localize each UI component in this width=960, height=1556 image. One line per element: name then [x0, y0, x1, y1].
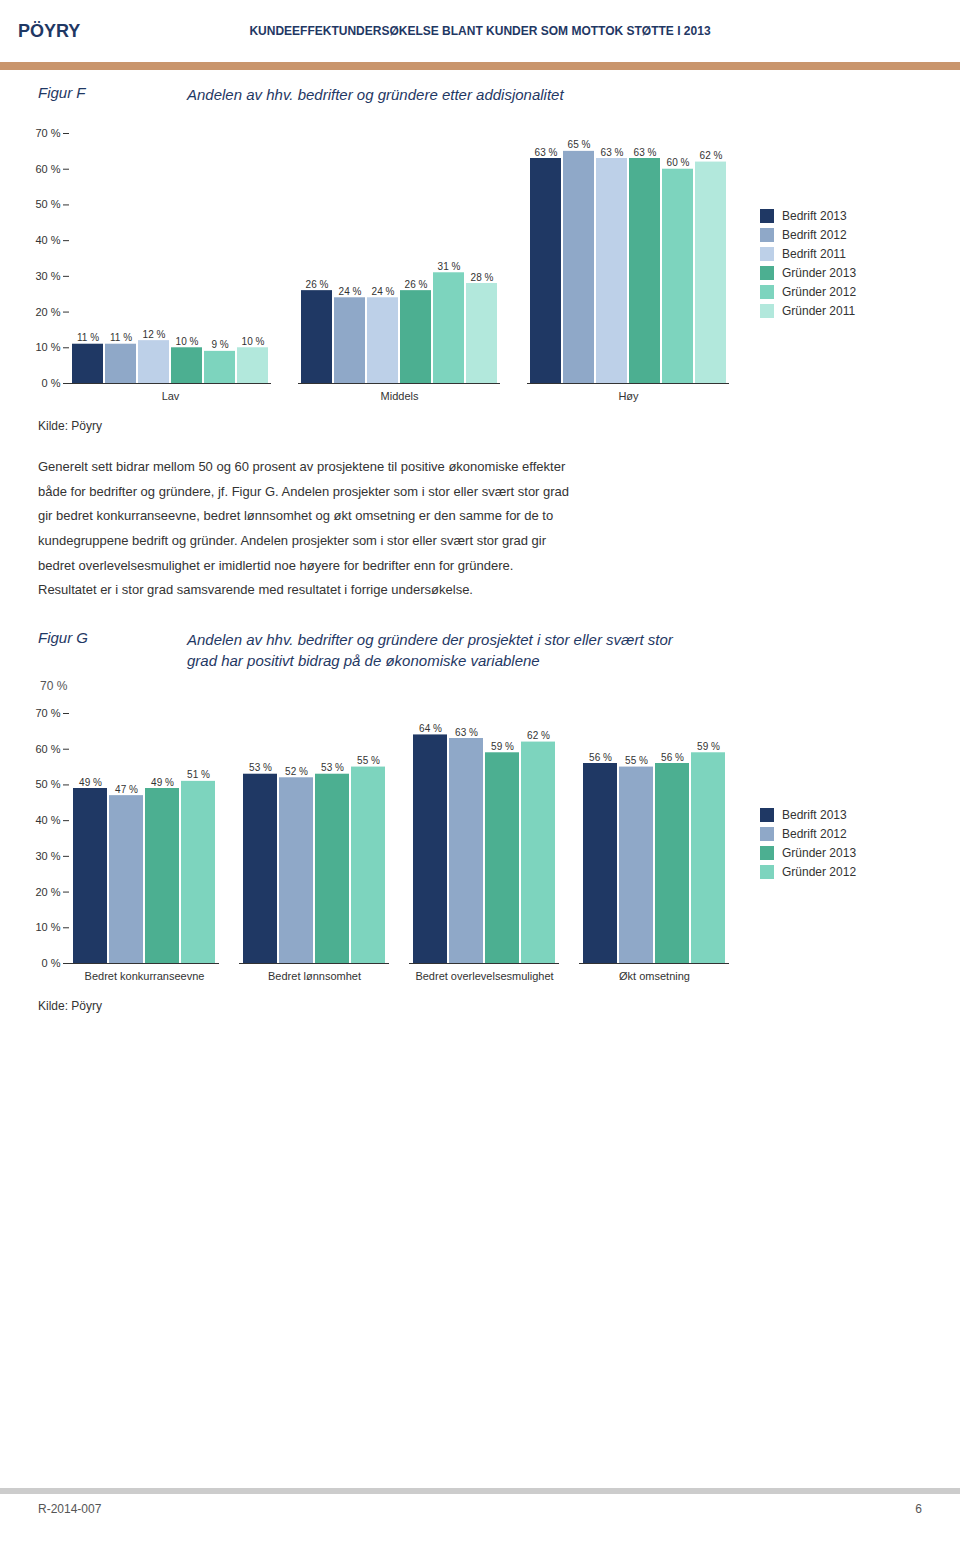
- html-text:Bedrift 2012: Bedrift 2012: [782, 227, 847, 242]
- html-text:Gründer 2012: Gründer 2012: [782, 284, 857, 299]
- svg-text:56 %: 56 %: [661, 752, 684, 763]
- html-text:Gründer 2013: Gründer 2013: [782, 845, 857, 860]
- svg-text:0 %: 0 %: [42, 377, 61, 389]
- html-text:6: 6: [915, 1502, 922, 1516]
- html-text:både for bedrifter og gründere: både for bedrifter og gründere, jf. Figu…: [38, 483, 570, 499]
- svg-text:11 %: 11 %: [110, 332, 132, 343]
- html-text:gir bedret konkurranseevne, be: gir bedret konkurranseevne, bedret lønns…: [38, 508, 554, 524]
- html-text:Andelen av hhv. bedrifter og g: Andelen av hhv. bedrifter og gründere de…: [187, 631, 673, 649]
- svg-text:52 %: 52 %: [285, 766, 308, 777]
- svg-text:10 %: 10 %: [176, 336, 199, 347]
- svg-text:47 %: 47 %: [115, 784, 138, 795]
- html-text:Gründer 2013: Gründer 2013: [782, 265, 857, 280]
- svg-text:10 %: 10 %: [35, 921, 60, 933]
- svg-text:24 %: 24 %: [339, 286, 362, 297]
- svg-text:26 %: 26 %: [306, 279, 329, 290]
- html-text:Gründer 2011: Gründer 2011: [782, 303, 856, 318]
- svg-text:60 %: 60 %: [667, 157, 690, 168]
- html-text:Generelt sett bidrar mellom 50: Generelt sett bidrar mellom 50 og 60 pro…: [38, 459, 566, 474]
- svg-text:12 %: 12 %: [143, 329, 166, 340]
- svg-text:9 %: 9 %: [211, 339, 228, 350]
- html-text:Bedrift 2013: Bedrift 2013: [782, 208, 847, 223]
- html-text:Figur G: Figur G: [38, 629, 88, 647]
- html-text:bedret overlevelsesmulighet er: bedret overlevelsesmulighet er imidlerti…: [38, 557, 514, 573]
- svg-text:65 %: 65 %: [568, 139, 591, 150]
- svg-text:70 %: 70 %: [35, 707, 60, 719]
- html-text:PÖYRY: PÖYRY: [18, 20, 81, 41]
- svg-text:30 %: 30 %: [35, 270, 60, 282]
- html-text:70 %: 70 %: [40, 679, 68, 694]
- html-text:KUNDEEFFEKTUNDERSØKELSE BLANT: KUNDEEFFEKTUNDERSØKELSE BLANT KUNDER SOM…: [249, 24, 711, 38]
- html-text:Andelen av hhv. bedrifter og g: Andelen av hhv. bedrifter og gründere et…: [187, 86, 564, 103]
- html-text:Bedrift 2013: Bedrift 2013: [782, 807, 847, 822]
- svg-text:Bedret konkurranseevne: Bedret konkurranseevne: [85, 970, 205, 982]
- svg-text:50 %: 50 %: [35, 198, 60, 210]
- svg-text:31 %: 31 %: [438, 261, 461, 272]
- html-text:Bedrift 2011: Bedrift 2011: [782, 246, 846, 261]
- html-text:grad har positivt bidrag på de: grad har positivt bidrag på de økonomisk…: [187, 652, 540, 670]
- svg-text:62 %: 62 %: [527, 730, 550, 741]
- svg-text:60 %: 60 %: [35, 163, 60, 175]
- svg-text:Middels: Middels: [381, 390, 419, 402]
- svg-text:Høy: Høy: [618, 390, 639, 402]
- svg-text:53 %: 53 %: [321, 762, 344, 773]
- html-text:Figur F: Figur F: [38, 84, 86, 101]
- html-text:R-2014-007: R-2014-007: [38, 1502, 102, 1516]
- svg-text:60 %: 60 %: [35, 743, 60, 755]
- html-text:Kilde: Pöyry: Kilde: Pöyry: [38, 419, 102, 433]
- svg-text:40 %: 40 %: [35, 814, 60, 826]
- svg-text:63 %: 63 %: [455, 727, 478, 738]
- svg-text:Økt omsetning: Økt omsetning: [619, 970, 690, 982]
- svg-text:20 %: 20 %: [35, 306, 60, 318]
- svg-text:63 %: 63 %: [634, 147, 657, 158]
- svg-text:0 %: 0 %: [42, 957, 61, 969]
- html-text:Resultatet er i stor grad sams: Resultatet er i stor grad samsvarende me…: [38, 582, 473, 598]
- svg-text:51 %: 51 %: [187, 769, 210, 780]
- svg-text:Lav: Lav: [162, 390, 180, 402]
- svg-text:70 %: 70 %: [35, 127, 60, 139]
- svg-text:56 %: 56 %: [589, 752, 612, 763]
- svg-text:40 %: 40 %: [35, 234, 60, 246]
- svg-text:59 %: 59 %: [697, 741, 720, 752]
- svg-text:63 %: 63 %: [601, 147, 624, 158]
- svg-text:11 %: 11 %: [77, 332, 99, 343]
- svg-text:24 %: 24 %: [372, 286, 395, 297]
- svg-text:53 %: 53 %: [249, 762, 272, 773]
- svg-text:62 %: 62 %: [700, 150, 723, 161]
- svg-text:63 %: 63 %: [535, 147, 558, 158]
- html-text:kundegruppene bedrift og gründ: kundegruppene bedrift og gründer. Andele…: [38, 533, 546, 549]
- svg-text:Bedret lønnsomhet: Bedret lønnsomhet: [268, 970, 361, 982]
- svg-text:10 %: 10 %: [35, 341, 60, 353]
- svg-text:49 %: 49 %: [151, 777, 174, 788]
- svg-text:26 %: 26 %: [405, 279, 428, 290]
- html-text:Bedrift 2012: Bedrift 2012: [782, 826, 847, 841]
- svg-text:50 %: 50 %: [35, 779, 60, 791]
- svg-text:Bedret overlevelsesmulighet: Bedret overlevelsesmulighet: [415, 970, 553, 982]
- svg-text:49 %: 49 %: [79, 777, 102, 788]
- html-text:Gründer 2012: Gründer 2012: [782, 864, 857, 879]
- svg-text:64 %: 64 %: [419, 723, 442, 734]
- svg-text:10 %: 10 %: [242, 336, 265, 347]
- svg-text:20 %: 20 %: [35, 886, 60, 898]
- svg-text:55 %: 55 %: [357, 755, 380, 766]
- svg-text:59 %: 59 %: [491, 741, 514, 752]
- svg-text:55 %: 55 %: [625, 755, 648, 766]
- svg-text:28 %: 28 %: [471, 272, 494, 283]
- html-text:Kilde: Pöyry: Kilde: Pöyry: [38, 999, 102, 1014]
- svg-text:30 %: 30 %: [35, 850, 60, 862]
